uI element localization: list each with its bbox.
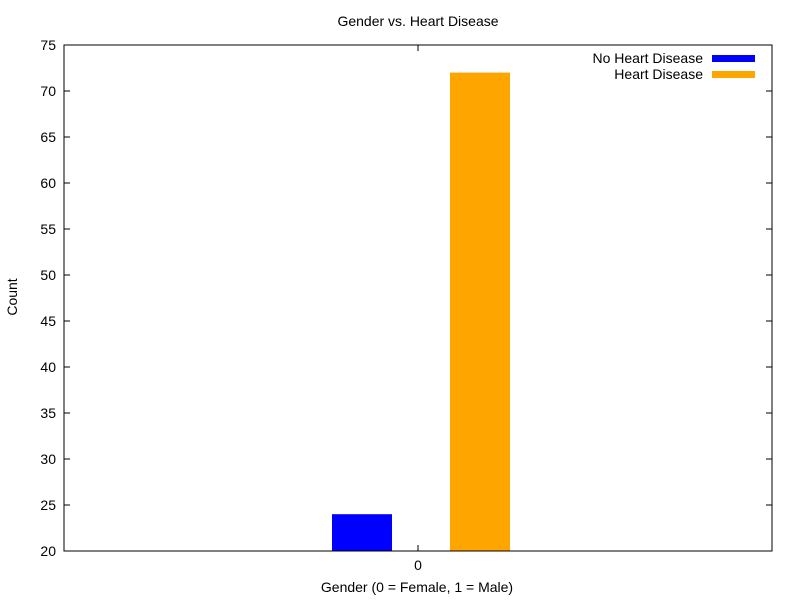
legend-swatch (712, 55, 755, 62)
y-tick-label: 70 (40, 83, 56, 99)
legend-label: Heart Disease (614, 66, 703, 82)
y-tick-label: 30 (40, 451, 56, 467)
chart-title: Gender vs. Heart Disease (337, 13, 498, 29)
y-tick-label: 45 (40, 313, 56, 329)
x-tick-label: 0 (414, 557, 422, 573)
y-tick-label: 55 (40, 221, 56, 237)
y-tick-label: 35 (40, 405, 56, 421)
y-tick-label: 65 (40, 129, 56, 145)
y-tick-label: 60 (40, 175, 56, 191)
legend-label: No Heart Disease (593, 50, 704, 66)
y-axis-label: Count (4, 278, 20, 315)
plot-frame (63, 44, 773, 552)
x-axis-label: Gender (0 = Female, 1 = Male) (321, 579, 513, 595)
y-tick-label: 50 (40, 267, 56, 283)
y-tick-label: 20 (40, 543, 56, 559)
y-tick-label: 40 (40, 359, 56, 375)
y-tick-label: 25 (40, 497, 56, 513)
bar-no-heart-disease-0 (332, 514, 392, 551)
bar-heart-disease-0 (450, 72, 510, 551)
y-tick-label: 75 (40, 37, 56, 53)
plot-area: 0 20 25 30 35 40 45 50 55 60 65 70 75 (40, 37, 773, 573)
legend-swatch (712, 71, 755, 78)
